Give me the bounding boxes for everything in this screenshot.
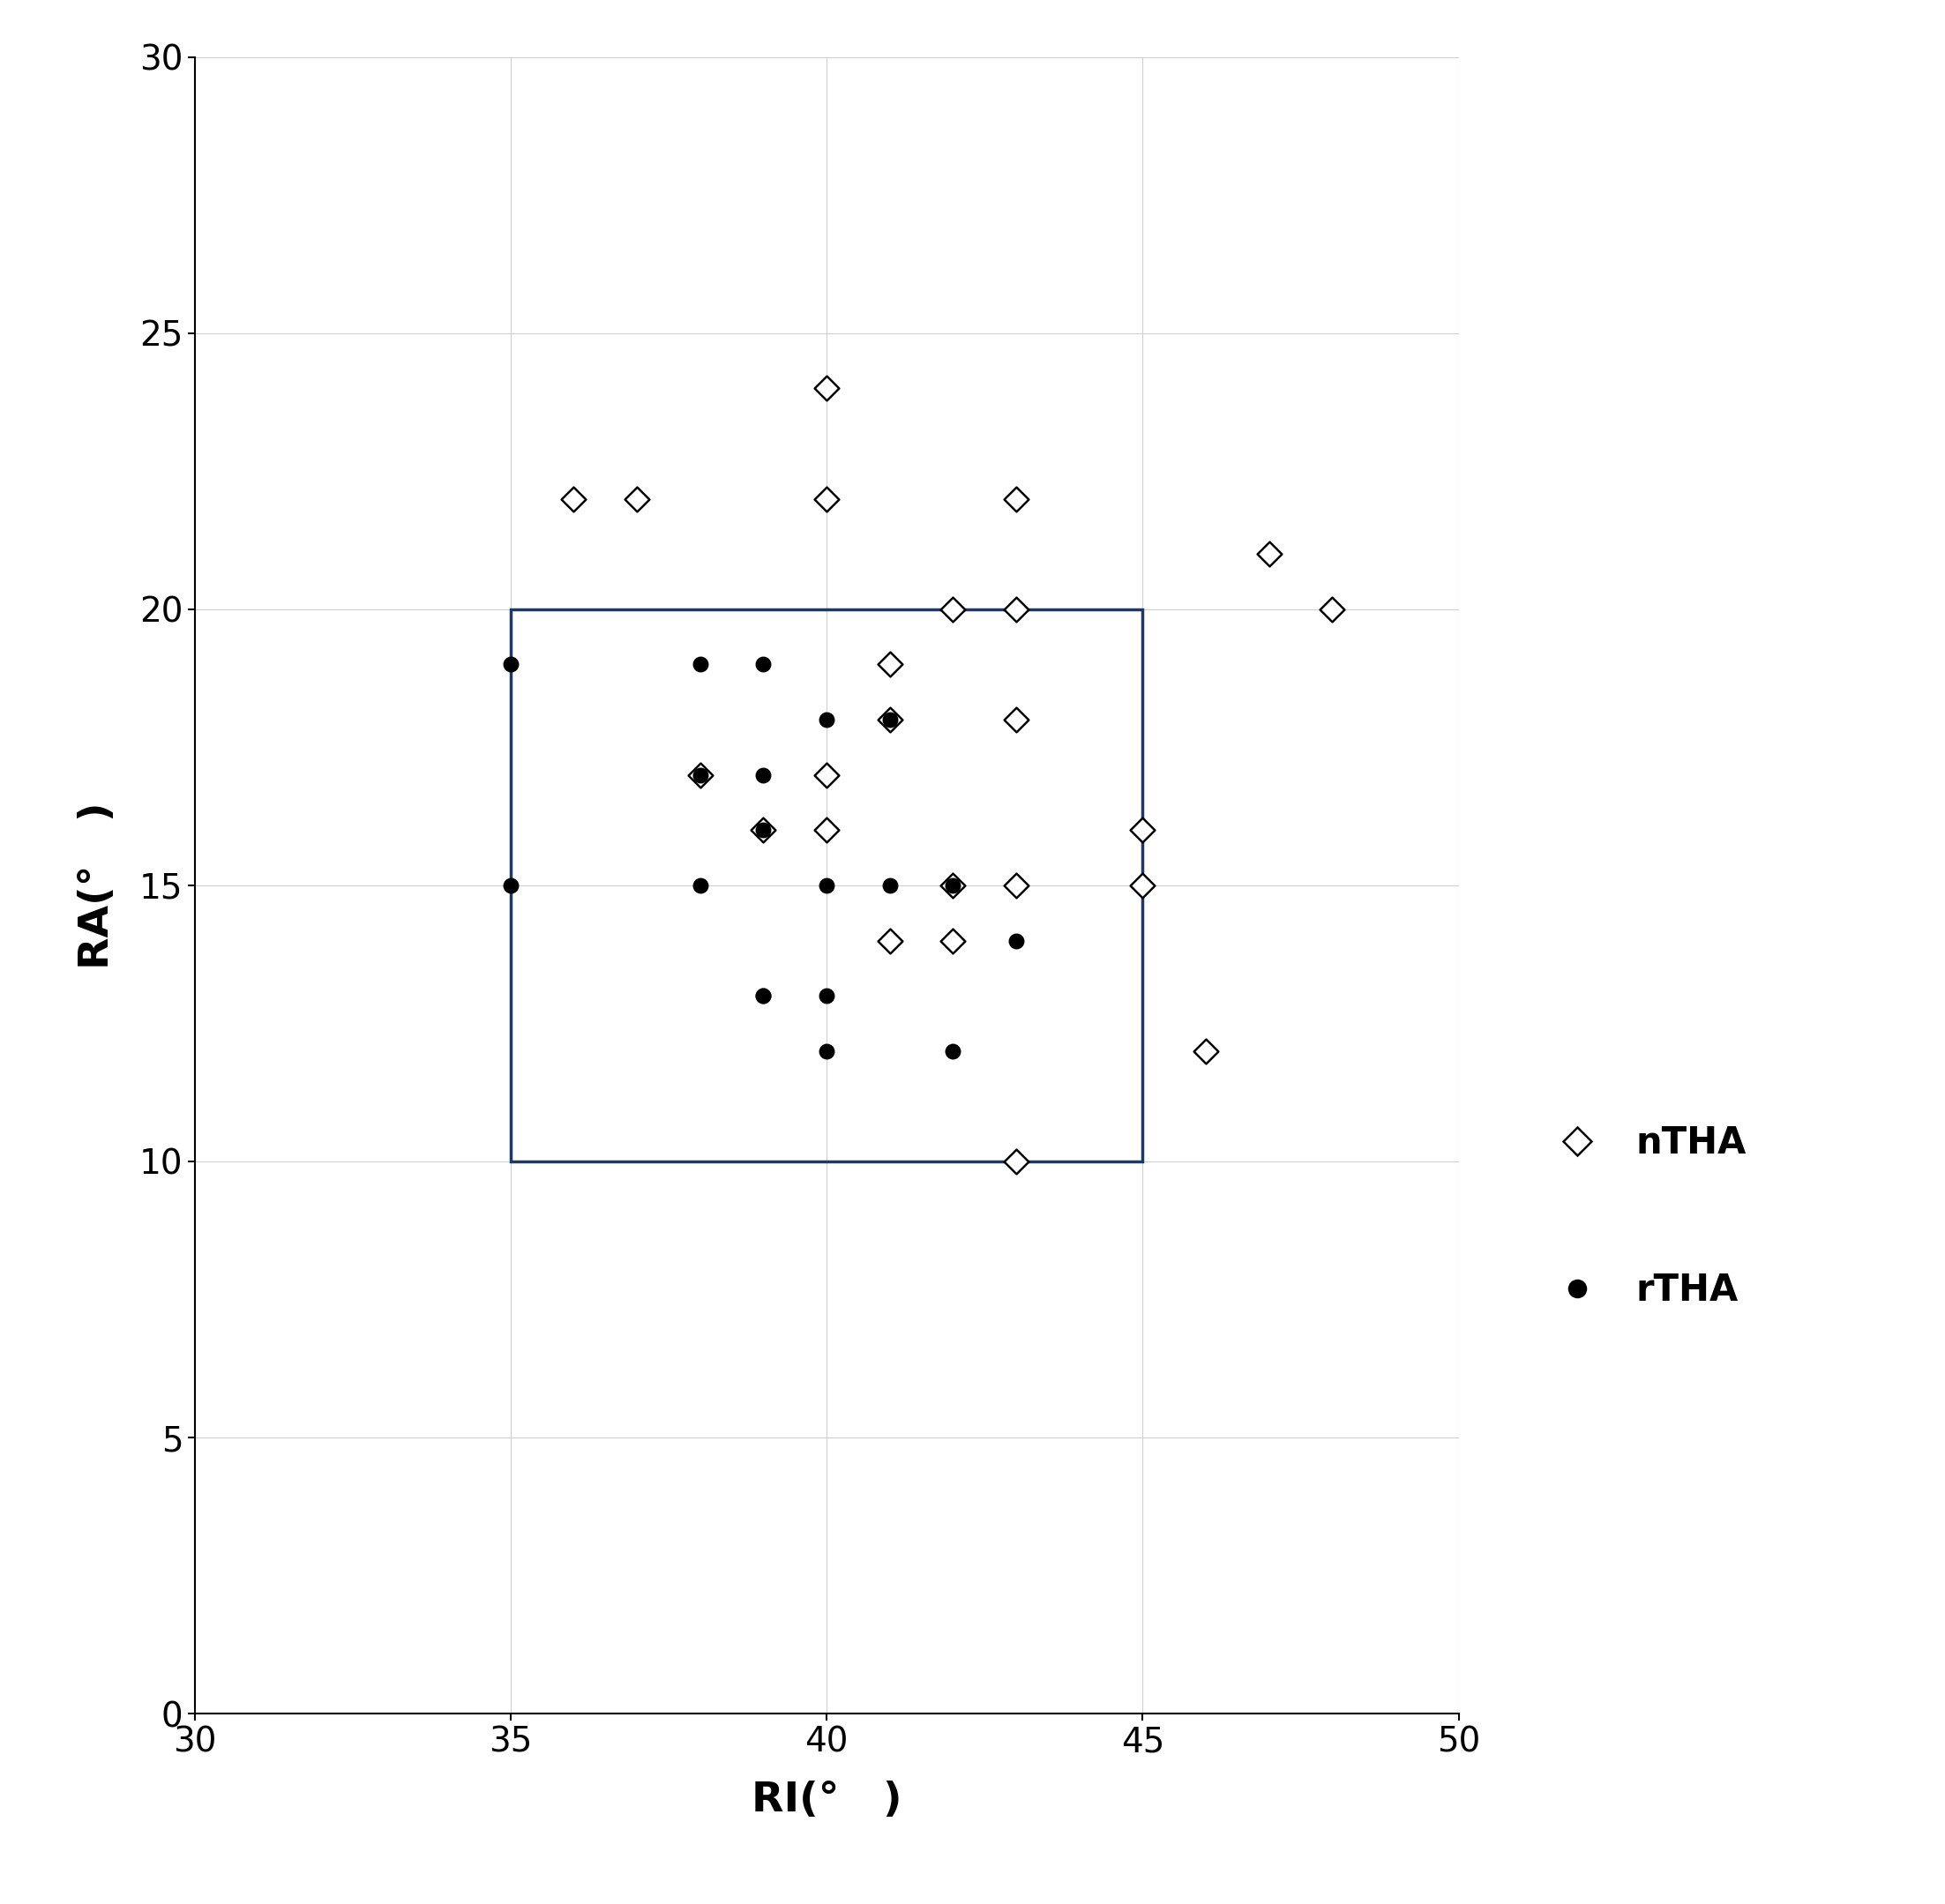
Point xyxy=(1255,539,1286,569)
X-axis label: RI(°   ): RI(° ) xyxy=(751,1780,902,1820)
Point xyxy=(685,760,716,790)
Point xyxy=(875,870,906,901)
Point xyxy=(811,373,842,404)
Point xyxy=(811,704,842,735)
Point xyxy=(685,649,716,680)
Point xyxy=(811,815,842,845)
Point xyxy=(1002,484,1033,514)
Point xyxy=(749,815,780,845)
Point xyxy=(1002,925,1033,956)
Point xyxy=(558,484,589,514)
Legend: nTHA, rTHA: nTHA, rTHA xyxy=(1540,1125,1747,1308)
Point xyxy=(811,870,842,901)
Point xyxy=(685,760,716,790)
Point xyxy=(937,925,969,956)
Point xyxy=(811,484,842,514)
Point xyxy=(875,649,906,680)
Point xyxy=(749,815,780,845)
Y-axis label: RA(°   ): RA(° ) xyxy=(78,802,117,969)
Point xyxy=(811,760,842,790)
Point xyxy=(937,594,969,625)
Point xyxy=(1190,1036,1221,1066)
Point xyxy=(749,981,780,1011)
Point xyxy=(685,870,716,901)
Point xyxy=(496,870,527,901)
Point xyxy=(937,870,969,901)
Point xyxy=(1002,594,1033,625)
Point xyxy=(749,649,780,680)
Bar xyxy=(512,609,1144,1161)
Point xyxy=(749,760,780,790)
Point xyxy=(749,981,780,1011)
Point xyxy=(1002,1146,1033,1177)
Point xyxy=(1317,594,1348,625)
Point xyxy=(875,704,906,735)
Point xyxy=(1128,815,1159,845)
Point xyxy=(1002,870,1033,901)
Point xyxy=(622,484,654,514)
Point xyxy=(937,1036,969,1066)
Point xyxy=(496,649,527,680)
Point xyxy=(1128,870,1159,901)
Point xyxy=(1002,704,1033,735)
Point xyxy=(875,925,906,956)
Point xyxy=(811,1036,842,1066)
Point xyxy=(875,704,906,735)
Point xyxy=(811,981,842,1011)
Point xyxy=(937,870,969,901)
